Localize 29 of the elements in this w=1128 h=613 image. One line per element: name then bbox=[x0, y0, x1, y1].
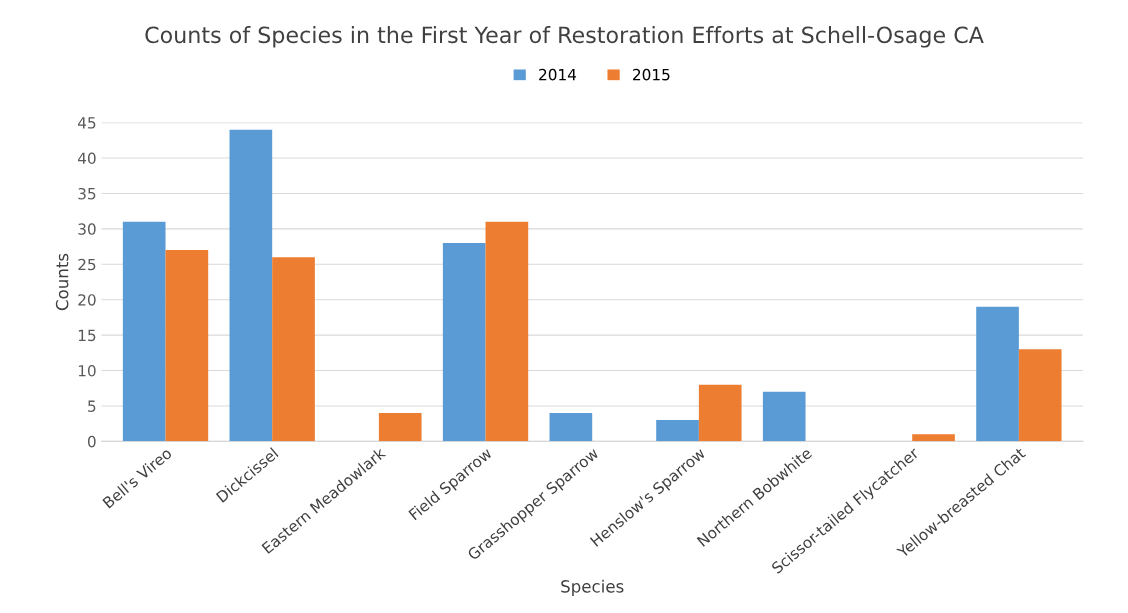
bar bbox=[378, 413, 422, 442]
legend-label: 2015 bbox=[633, 68, 670, 81]
bar bbox=[656, 420, 699, 442]
y-tick-label: 40 bbox=[77, 152, 96, 165]
legend-label: 2014 bbox=[539, 68, 577, 81]
bar bbox=[165, 250, 209, 442]
y-tick-label: 30 bbox=[78, 223, 96, 235]
bar bbox=[442, 243, 486, 442]
chart-title: Counts of Species in the First Year of Restoration Efforts at Schell-Osage CA bbox=[145, 26, 984, 48]
bar bbox=[272, 257, 315, 442]
y-tick-label: 35 bbox=[78, 187, 96, 200]
y-tick-label: 5 bbox=[88, 400, 96, 412]
y-tick-label: 45 bbox=[77, 117, 96, 129]
bar bbox=[912, 434, 955, 442]
bar bbox=[976, 306, 1019, 442]
bar bbox=[762, 391, 806, 442]
bar bbox=[549, 413, 593, 442]
bar bbox=[229, 129, 273, 442]
y-tick-label: 10 bbox=[78, 364, 96, 377]
y-tick-label: 0 bbox=[87, 435, 96, 448]
bar bbox=[698, 384, 742, 442]
y-tick-label: 15 bbox=[78, 329, 96, 342]
bar bbox=[1018, 349, 1062, 442]
y-axis-title: Counts bbox=[55, 253, 69, 311]
bar bbox=[122, 221, 166, 442]
x-axis-title: Species bbox=[561, 579, 624, 596]
bar bbox=[485, 221, 529, 442]
y-tick-label: 25 bbox=[78, 258, 96, 271]
y-tick-label: 20 bbox=[78, 294, 96, 306]
